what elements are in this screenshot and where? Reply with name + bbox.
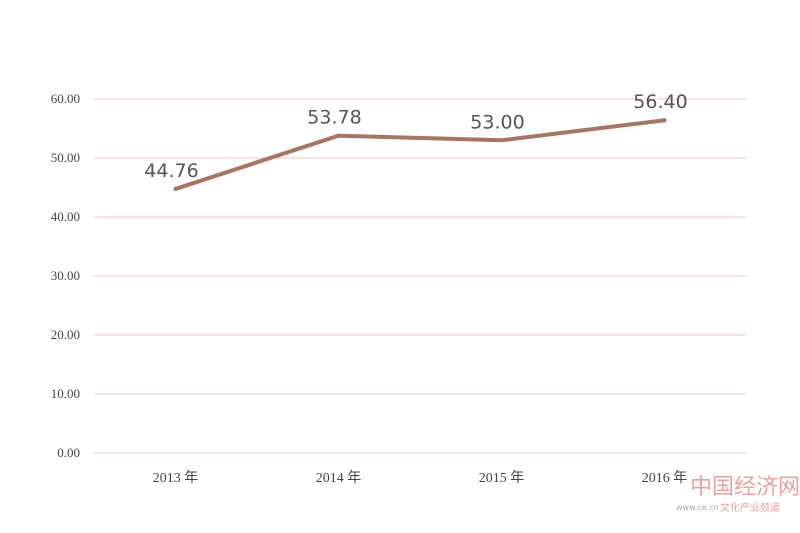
data-point [499, 138, 504, 143]
x-tick-label: 2014 年 [316, 470, 362, 486]
y-tick-label: 0.00 [57, 445, 80, 460]
data-label: 44.76 [144, 160, 198, 182]
data-label: 53.00 [470, 111, 524, 133]
y-tick-label: 20.00 [51, 327, 80, 342]
x-tick-label: 2015 年 [479, 470, 525, 486]
data-label: 53.78 [307, 107, 361, 129]
watermark-brand: 中国经济网 [690, 475, 800, 500]
data-point [662, 118, 667, 123]
data-point [173, 186, 178, 191]
data-labels: 44.76 53.78 53.00 56.40 [144, 91, 687, 182]
y-tick-label: 30.00 [51, 268, 80, 283]
y-tick-label: 50.00 [51, 150, 80, 165]
x-tick-label: 2013 年 [153, 470, 199, 486]
y-tick-label: 40.00 [51, 209, 80, 224]
watermark-channel: 文化产业频道 [720, 501, 780, 514]
series-line [173, 118, 667, 191]
y-tick-label: 10.00 [51, 386, 80, 401]
y-axis-ticks: 0.00 10.00 20.00 30.00 40.00 50.00 60.00 [51, 91, 80, 460]
watermark: 中国经济网 www.ce.cn 文化产业频道 [676, 475, 800, 514]
series-group [173, 118, 667, 191]
data-label: 56.40 [633, 91, 687, 113]
grid-lines [94, 98, 746, 454]
x-axis-ticks: 2013 年 2014 年 2015 年 2016 年 [153, 470, 688, 486]
watermark-url: www.ce.cn [676, 503, 719, 512]
data-point [336, 133, 341, 138]
y-tick-label: 60.00 [51, 91, 80, 106]
x-tick-label: 2016 年 [642, 470, 688, 486]
